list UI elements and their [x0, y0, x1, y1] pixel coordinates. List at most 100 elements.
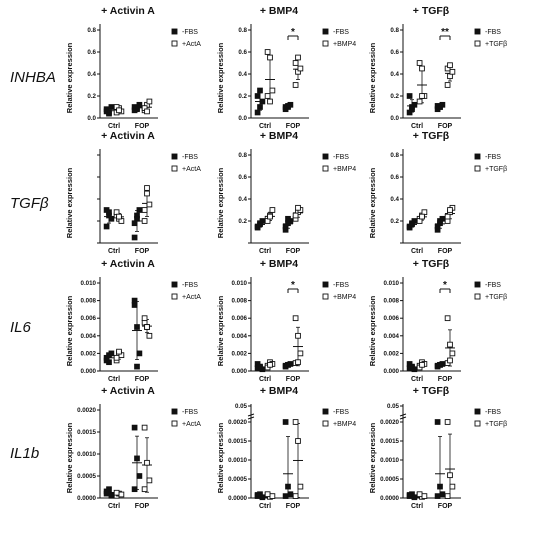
panel-title: + Activin A: [101, 258, 155, 270]
y-axis-label: Relative expression: [216, 167, 225, 238]
panel-title: + Activin A: [101, 5, 155, 17]
legend-label: -FBS: [333, 29, 349, 36]
legend-marker: [171, 281, 178, 288]
data-point: [146, 201, 153, 208]
x-tick-label: FOP: [438, 123, 453, 130]
y-axis-label: Relative expression: [368, 422, 377, 493]
x-tick-label: Ctrl: [411, 503, 423, 510]
y-tick-label: 0.0020: [380, 419, 399, 426]
panel-title: + TGFβ: [413, 5, 450, 17]
legend-label: -FBS: [485, 409, 501, 416]
panel-title: + TGFβ: [413, 385, 450, 397]
legend-label: -FBS: [485, 154, 501, 161]
legend-marker: [474, 28, 481, 35]
data-point: [267, 213, 273, 220]
data-point: [409, 104, 415, 110]
data-point: [295, 204, 301, 211]
legend-label: -FBS: [182, 154, 198, 161]
data-point: [259, 494, 266, 501]
data-point: [264, 491, 271, 498]
data-point: [295, 359, 301, 366]
data-point: [447, 62, 453, 69]
legend-label: -FBS: [485, 29, 501, 36]
legend-label: +ActA: [182, 41, 201, 48]
data-point: [416, 491, 423, 498]
data-point: [439, 491, 446, 498]
y-tick-label: 0.0: [390, 115, 399, 122]
data-point: [285, 361, 291, 368]
data-point: [419, 65, 425, 72]
legend-marker: [322, 40, 329, 47]
y-tick-label: 0.6: [390, 174, 399, 181]
y-tick-label: 0.004: [384, 333, 400, 340]
significance-label: *: [291, 27, 295, 38]
axis-break-mark: [399, 416, 407, 420]
y-tick-label: 0.010: [232, 280, 248, 287]
x-tick-label: FOP: [135, 376, 150, 383]
data-point: [254, 492, 261, 498]
data-point: [141, 424, 148, 431]
data-point: [113, 354, 120, 361]
legend-label: -FBS: [485, 282, 501, 289]
data-point: [449, 350, 456, 357]
data-point: [419, 93, 425, 99]
legend-label: +BMP4: [333, 41, 356, 48]
data-point: [144, 459, 150, 466]
legend-marker: [171, 293, 178, 300]
panel-title: + BMP4: [260, 258, 298, 270]
legend-label: +BMP4: [333, 421, 356, 428]
y-tick-label: 0.002: [232, 350, 248, 357]
legend-label: -FBS: [182, 282, 198, 289]
data-point: [285, 215, 291, 222]
data-point: [131, 234, 138, 241]
x-tick-label: FOP: [286, 503, 301, 510]
data-point: [421, 493, 428, 499]
legend-label: +TGFβ: [485, 421, 507, 428]
data-point: [434, 419, 441, 425]
legend-label: +TGFβ: [485, 294, 507, 301]
y-tick-label: 0.0010: [380, 457, 399, 464]
legend-label: +TGFβ: [485, 166, 507, 173]
x-tick-label: FOP: [286, 376, 301, 383]
legend-marker: [322, 281, 329, 288]
data-point: [134, 363, 140, 370]
y-tick-label: 0.010: [81, 280, 97, 287]
y-tick-label: 0.0015: [228, 438, 247, 445]
y-tick-label: 0.05: [387, 403, 400, 410]
data-point: [419, 361, 425, 368]
legend-marker: [322, 420, 329, 427]
data-point: [134, 215, 140, 222]
y-tick-label: 0.010: [384, 280, 400, 287]
legend-marker: [171, 165, 178, 172]
y-tick-label: 0.008: [384, 298, 400, 305]
data-point: [141, 486, 148, 493]
data-point: [267, 54, 273, 61]
data-point: [297, 65, 304, 72]
data-point: [447, 207, 453, 213]
data-point: [141, 315, 148, 322]
x-tick-label: Ctrl: [108, 123, 120, 130]
y-tick-label: 0.8: [238, 27, 247, 34]
data-point: [282, 223, 289, 230]
data-point: [406, 492, 413, 498]
panel-title: + Activin A: [101, 385, 155, 397]
panel-title: + TGFβ: [413, 130, 450, 142]
data-point: [269, 207, 276, 213]
data-point: [411, 494, 418, 501]
data-point: [444, 419, 451, 425]
row-label-2: IL6: [10, 319, 32, 336]
data-point: [295, 332, 301, 339]
y-tick-label: 0.002: [384, 350, 400, 357]
y-tick-label: 0.0010: [77, 451, 96, 458]
legend-marker: [171, 40, 178, 47]
data-point: [282, 493, 289, 499]
legend-marker: [171, 28, 178, 35]
y-tick-label: 0.6: [87, 49, 96, 56]
data-point: [444, 493, 451, 499]
x-tick-label: FOP: [286, 248, 301, 255]
data-point: [444, 315, 451, 322]
panel-title: + BMP4: [260, 5, 298, 17]
y-tick-label: 0.0005: [77, 473, 96, 480]
y-tick-label: 0.0015: [77, 429, 96, 436]
data-point: [297, 350, 304, 357]
